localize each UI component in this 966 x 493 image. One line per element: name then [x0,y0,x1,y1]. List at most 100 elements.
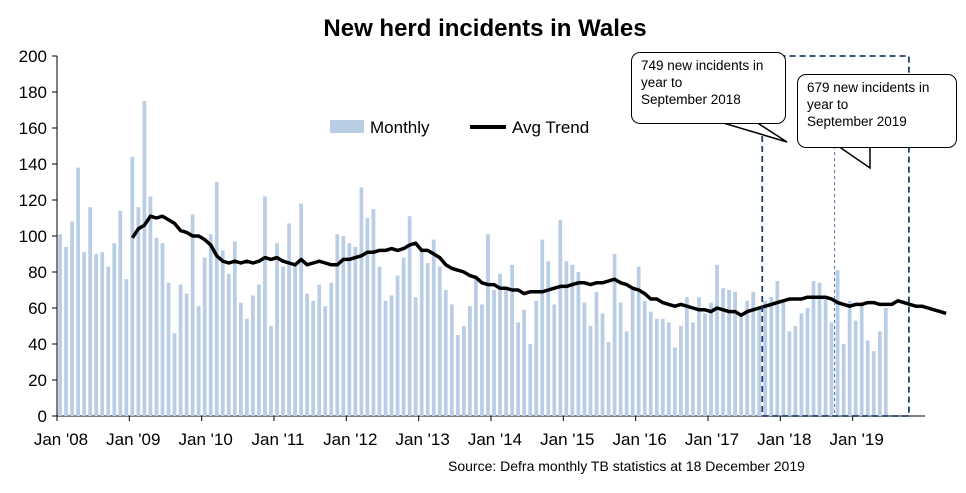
monthly-bar [841,344,846,416]
monthly-bar [721,288,725,416]
monthly-bar [715,264,719,416]
monthly-bar [112,243,117,416]
monthly-bar [660,318,665,416]
callout-2018-line-3: September 2018 [641,92,741,107]
monthly-bar [492,290,496,416]
x-tick-label: Jan '15 [540,430,594,449]
monthly-bar [401,257,406,416]
monthly-bar [299,203,303,416]
monthly-bar [703,313,707,416]
monthly-bar [648,311,653,416]
monthly-bar [269,326,273,416]
monthly-bar [642,300,647,416]
monthly-bar [359,187,364,416]
x-tick-label: Jan '10 [179,430,233,449]
x-tick-label: Jan '13 [396,430,450,449]
monthly-bar [817,282,822,416]
source-note: Source: Defra monthly TB statistics at 1… [448,458,805,474]
monthly-bar [413,297,418,416]
x-tick-label: Jan '11 [251,430,304,449]
y-tick-label: 100 [19,227,47,246]
monthly-bar [341,236,346,416]
monthly-bar [835,270,840,416]
monthly-bar [94,254,99,416]
monthly-bar [630,288,635,416]
monthly-bar [624,331,629,416]
monthly-bar [654,318,659,416]
monthly-bar [805,308,810,416]
monthly-bar [672,347,677,416]
x-tick-label: Jan '08 [34,430,88,449]
monthly-bar [727,290,731,416]
monthly-bar [781,302,786,416]
y-tick-label: 40 [28,335,47,354]
monthly-bar [787,331,792,416]
monthly-bar [612,254,617,416]
monthly-bar [504,290,508,416]
monthly-bar [365,218,370,416]
legend-trend-label: Avg Trend [512,118,589,137]
monthly-bar [570,264,575,416]
monthly-bar [582,302,587,416]
callout-2019-line-2: year to [807,97,849,112]
monthly-bars [58,101,888,417]
monthly-bar [449,304,454,416]
monthly-bar [136,207,141,416]
monthly-bar [437,266,442,416]
monthly-bar [395,275,400,416]
y-tick-label: 60 [28,299,47,318]
monthly-bar [383,300,388,416]
monthly-bar [865,340,870,416]
callout-2018: 749 new incidents in year to September 2… [631,52,786,124]
monthly-bar [763,300,768,416]
monthly-bar [600,313,605,416]
monthly-bar [853,320,858,416]
monthly-bar [257,284,261,416]
monthly-bar [606,342,611,416]
monthly-bar [317,284,322,416]
monthly-bar [281,266,285,416]
monthly-bar [160,243,165,416]
monthly-bar [847,300,852,416]
monthly-bar [232,241,237,416]
monthly-bar [190,214,195,416]
monthly-bar [540,239,545,416]
chart-title: New herd incidents in Wales [323,15,646,42]
monthly-bar [877,331,882,416]
monthly-bar [697,297,701,416]
avg-trend-path [130,214,947,317]
monthly-bar [407,216,412,416]
monthly-bar [202,257,207,416]
monthly-bar [142,101,147,416]
monthly-bar [636,266,641,416]
monthly-bar [534,300,539,416]
highlight-boxes [761,55,910,417]
monthly-bar [733,291,737,416]
monthly-bar [154,237,159,416]
monthly-bar [486,234,490,416]
monthly-bar [293,263,297,416]
monthly-bar [510,264,514,416]
monthly-bar [323,306,328,416]
y-tick-label: 140 [19,155,47,174]
monthly-bar [709,302,713,416]
legend-monthly-label: Monthly [370,118,430,137]
monthly-bar [480,304,484,416]
monthly-bar [208,234,213,416]
monthly-bar [666,322,671,416]
y-tick-label: 20 [28,371,47,390]
callout-2019-line-1: 679 new incidents in [807,80,930,95]
monthly-bar [245,318,249,416]
monthly-bar [335,234,340,416]
y-tick-label: 80 [28,263,47,282]
monthly-bar [679,326,683,416]
monthly-bar [172,333,177,416]
monthly-bar [594,291,599,416]
x-tick-label: Jan '19 [830,430,884,449]
avg-trend-line [130,214,947,317]
callout-2018-line-2: year to [641,75,683,90]
monthly-bar [251,295,255,416]
monthly-bar [76,167,80,416]
monthly-bar [546,261,551,416]
